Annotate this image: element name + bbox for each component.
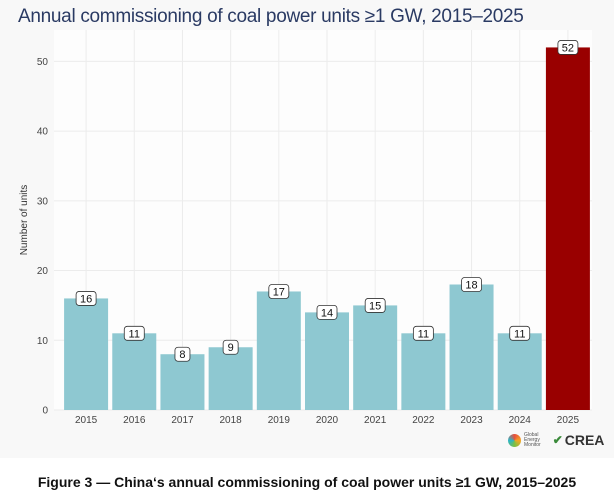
- x-tick-label: 2015: [75, 415, 98, 426]
- data-label: 11: [129, 328, 140, 340]
- bar-2015: [64, 298, 109, 410]
- y-tick-label: 0: [42, 406, 48, 417]
- y-axis-label: Number of units: [19, 185, 30, 256]
- gem-text: Global: [524, 431, 539, 438]
- y-tick-label: 10: [37, 336, 49, 347]
- data-label-box: [268, 284, 290, 299]
- data-label: 18: [465, 279, 477, 291]
- gem-text: Energy: [524, 436, 540, 443]
- data-label: 16: [80, 293, 92, 305]
- bar-2020: [305, 312, 349, 410]
- data-label-box: [222, 339, 239, 355]
- bar-2022: [401, 333, 446, 410]
- gem-logo-icon: [508, 433, 521, 447]
- bar-2019: [256, 291, 301, 410]
- data-label-box: [412, 325, 434, 341]
- logos: Global Energy Monitor ✔ CREA: [508, 432, 604, 448]
- x-tick-label: 2018: [220, 415, 243, 426]
- figure-caption: Figure 3 — China‘s annual commissioning …: [37, 474, 577, 490]
- data-label-box: [509, 325, 531, 341]
- data-label: 14: [321, 307, 333, 319]
- data-label-box: [75, 291, 97, 306]
- data-label-box: [557, 40, 579, 55]
- data-label-box: [364, 298, 386, 313]
- bar-chart: 0 10 20 30 40 50 2015 16 2016 11 2017 8 2018 9 2019 17 2…: [19, 30, 592, 426]
- data-label: 17: [273, 286, 285, 298]
- y-tick-label: 30: [37, 196, 49, 207]
- bar-2025: [545, 47, 590, 411]
- data-label-box: [461, 277, 482, 292]
- bar-2018: [208, 347, 253, 410]
- x-tick-label: 2022: [412, 415, 435, 426]
- bar-2016: [112, 333, 157, 410]
- bar-2021: [353, 305, 398, 410]
- x-tick-label: 2016: [123, 415, 146, 426]
- x-tick-label: 2017: [171, 415, 194, 426]
- gem-logo: Global Energy Monitor: [508, 431, 541, 448]
- bar-2017: [160, 354, 205, 410]
- x-tick-label: 2023: [460, 415, 483, 426]
- crea-text: CREA: [564, 432, 605, 448]
- data-label: 8: [179, 349, 185, 361]
- data-label: 9: [228, 342, 234, 354]
- x-tick-label: 2019: [268, 415, 291, 426]
- y-tick-label: 40: [37, 127, 49, 138]
- crea-logo: ✔ CREA: [553, 432, 605, 448]
- y-tick-label: 50: [37, 57, 49, 68]
- data-label-box: [174, 346, 191, 362]
- x-tick-label: 2024: [509, 415, 532, 426]
- data-label-box: [123, 325, 145, 341]
- data-label: 52: [562, 42, 574, 54]
- x-tick-label: 2021: [364, 415, 387, 426]
- bar-2024: [497, 333, 542, 410]
- data-label-box: [316, 304, 338, 320]
- data-label: 15: [369, 300, 381, 312]
- gem-text: Monitor: [524, 441, 541, 448]
- y-tick-label: 20: [37, 266, 49, 277]
- bar-2023: [449, 284, 494, 410]
- x-tick-label: 2020: [316, 415, 339, 426]
- data-label: 11: [418, 328, 429, 340]
- crea-leaf-icon: ✔: [552, 433, 563, 447]
- x-tick-label: 2025: [557, 415, 580, 426]
- data-label: 11: [514, 328, 525, 340]
- chart-title: Annual commissioning of coal power units…: [18, 6, 524, 27]
